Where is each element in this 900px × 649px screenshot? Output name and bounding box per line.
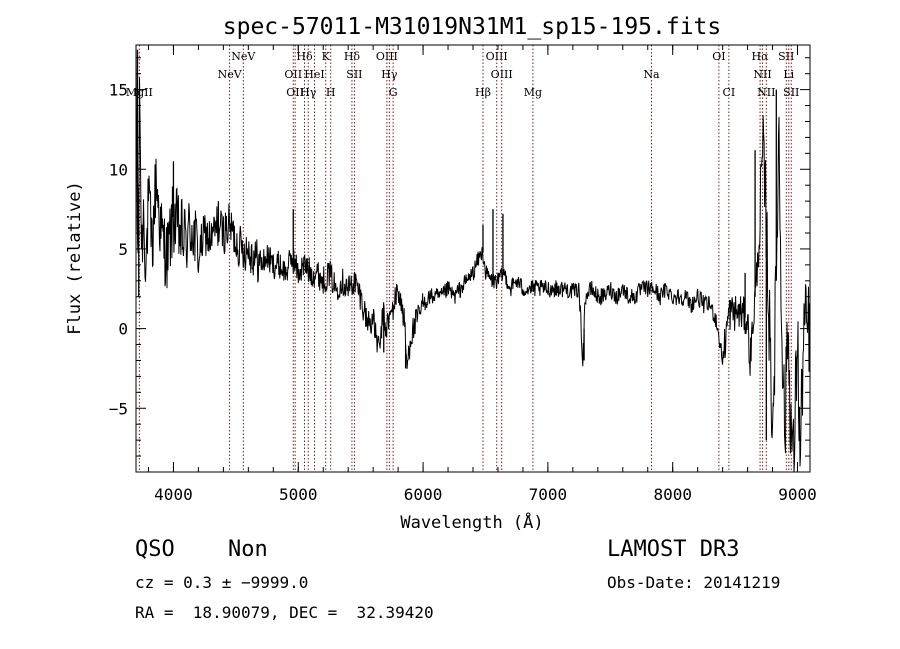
x-tick-label: 6000 (404, 485, 443, 504)
marker-label: OIII (491, 68, 513, 81)
redshift-readout: cz = 0.3 ± −9999.0 (135, 573, 309, 592)
marker-label: OI (712, 50, 725, 63)
marker-label: NeV (218, 68, 243, 81)
marker-label: G (389, 86, 398, 99)
spectrum-line (135, 44, 811, 473)
marker-label: SII (346, 68, 362, 81)
marker-label: H (326, 86, 336, 99)
marker-label: Hδ (296, 50, 313, 63)
marker-label: NII (753, 68, 771, 81)
marker-label: SII (778, 50, 794, 63)
x-axis-label: Wavelength (Å) (400, 511, 543, 533)
y-tick-label: 10 (109, 160, 128, 179)
x-tick-label: 5000 (279, 485, 318, 504)
marker-label: CI (722, 86, 735, 99)
y-tick-label: 5 (118, 240, 128, 259)
marker-label: HeI (304, 68, 324, 81)
marker-label: Li (783, 68, 794, 81)
marker-label: OII (286, 86, 304, 99)
object-class: QSO (135, 537, 175, 562)
x-tick-label: 7000 (529, 485, 568, 504)
marker-label: K (322, 50, 331, 63)
marker-label: Hα (752, 50, 770, 63)
marker-label: OII (284, 68, 302, 81)
marker-label: OIII (486, 50, 508, 63)
y-axis-label: Flux (relative) (65, 181, 85, 335)
marker-label: Hγ (300, 86, 317, 99)
marker-label: Mg (524, 86, 542, 99)
spectrum-series (135, 44, 811, 473)
observation-date: Obs-Date: 20141219 (607, 573, 781, 592)
marker-label: SII (783, 86, 799, 99)
y-tick-label: 15 (109, 81, 128, 100)
object-subclass: Non (228, 537, 268, 562)
axis-ticks: 4000 5000 6000 7000 8000 9000 −5 0 5 10 15 (109, 45, 817, 504)
coordinates-readout: RA = 18.90079, DEC = 32.39420 (135, 603, 434, 622)
y-tick-label: 0 (118, 320, 128, 339)
plot-frame (135, 44, 811, 473)
marker-label: NII (757, 86, 775, 99)
survey-name: LAMOST DR3 (607, 537, 740, 562)
chart-title: spec-57011-M31019N31M1_sp15-195.fits (223, 14, 722, 40)
x-tick-label: 9000 (778, 485, 817, 504)
plot-axes (135, 44, 811, 473)
y-tick-label: −5 (109, 399, 128, 418)
marker-label: NeV (231, 50, 256, 63)
x-tick-label: 4000 (154, 485, 193, 504)
marker-label: Hδ (344, 50, 361, 63)
x-tick-label: 8000 (653, 485, 692, 504)
marker-label: Hβ (475, 86, 491, 99)
marker-label: Hγ (381, 68, 398, 81)
marker-label: Na (643, 68, 660, 81)
marker-label: OIII (376, 50, 398, 63)
